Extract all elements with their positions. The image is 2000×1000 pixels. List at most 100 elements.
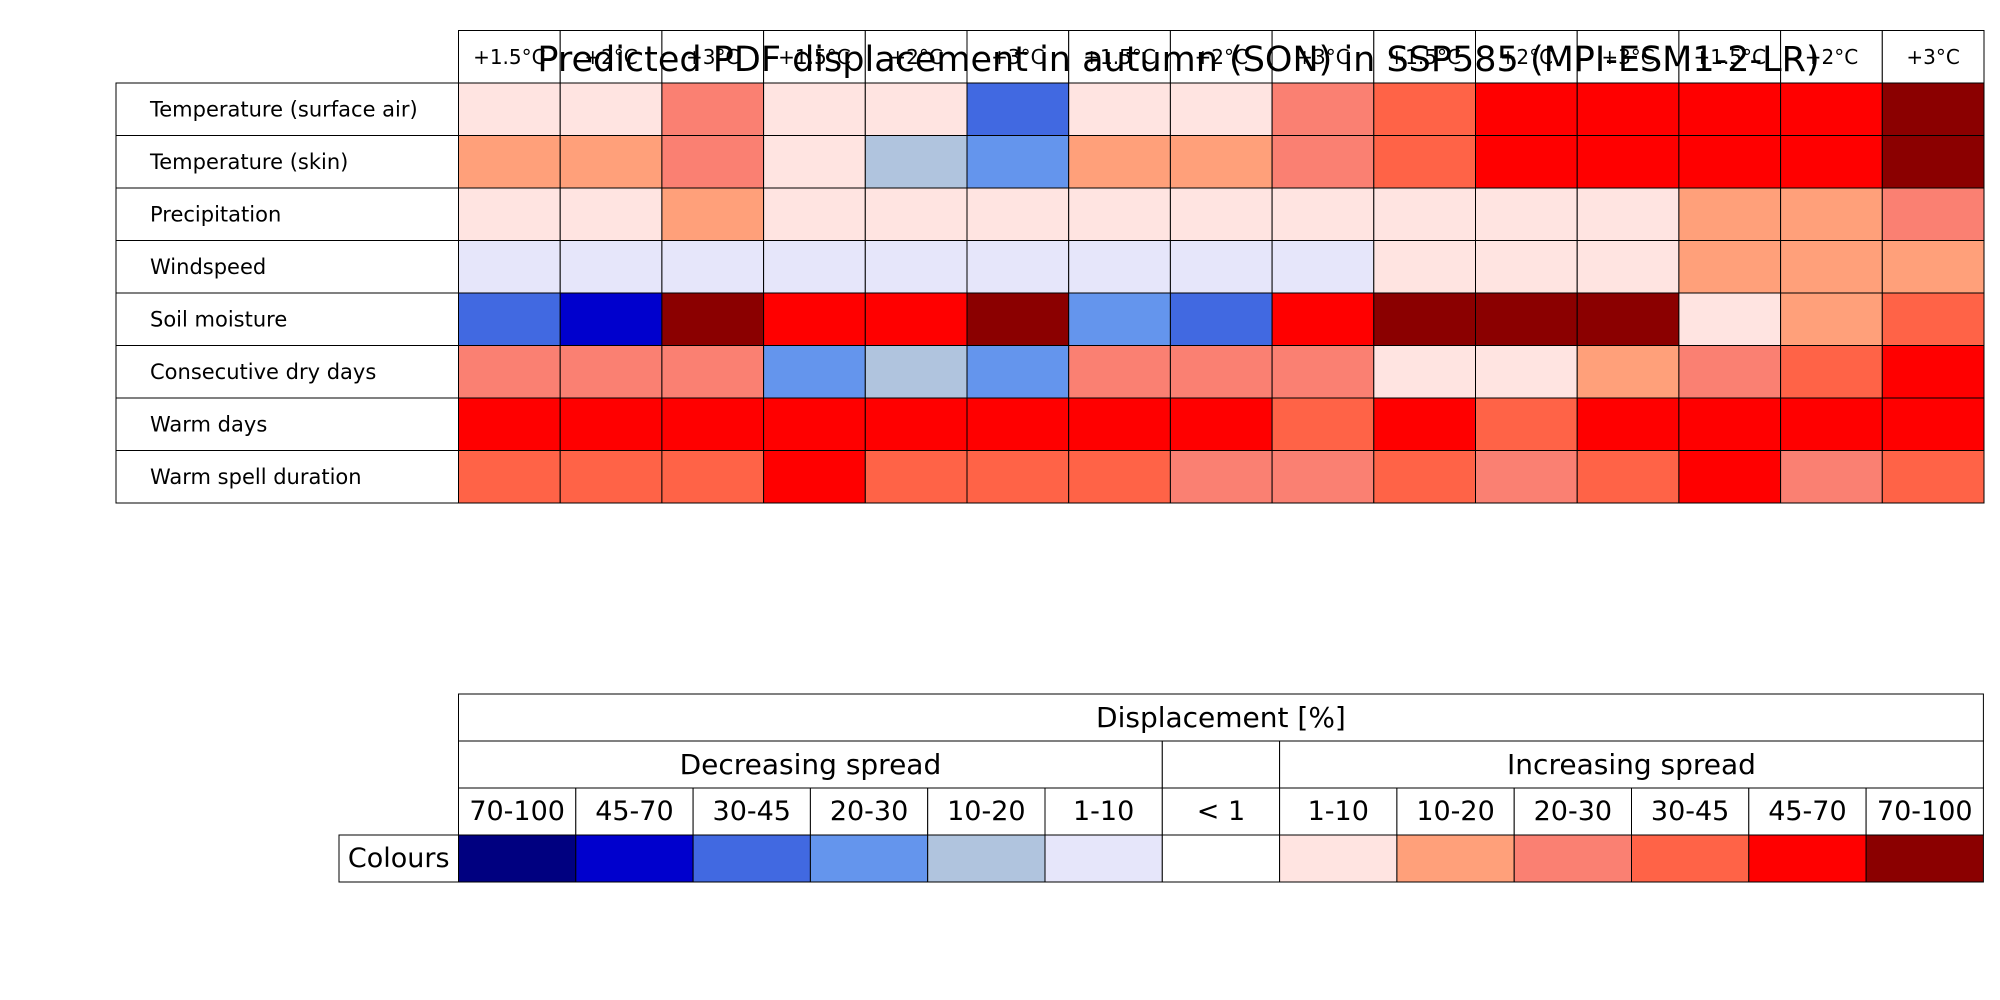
heatmap-cell (1576, 135, 1680, 189)
heatmap-cell (1373, 135, 1477, 189)
heatmap-cell (1780, 397, 1883, 451)
legend-range-cell (927, 787, 1046, 836)
column-header-label: +1.5°C (778, 45, 851, 69)
heatmap-cell (661, 345, 765, 399)
legend-range-label: 1-10 (1073, 796, 1134, 827)
heatmap-cell (1373, 292, 1477, 346)
legend-colour-swatch (1044, 834, 1163, 883)
column-header-label: +2°C (1195, 45, 1248, 69)
legend-colour-swatch (1631, 834, 1750, 883)
legend-range-cell (1161, 787, 1281, 836)
row-label-cell (115, 292, 459, 346)
heatmap-cell (1475, 450, 1578, 504)
column-header-cell (1576, 30, 1680, 84)
heatmap-cell (458, 292, 561, 346)
heatmap-cell (1780, 187, 1883, 241)
column-header-label: +2°C (889, 45, 942, 69)
column-header-label: +3°C (686, 45, 739, 69)
legend-range-label: 30-45 (713, 796, 791, 827)
heatmap-cell (1576, 187, 1680, 241)
heatmap-cell (1881, 397, 1985, 451)
heatmap-cell (1373, 397, 1477, 451)
heatmap-cell (1169, 450, 1273, 504)
legend-colour-swatch (692, 834, 811, 883)
legend-range-label: 1-10 (1308, 796, 1369, 827)
heatmap-cell (966, 450, 1070, 504)
heatmap-cell (1678, 82, 1782, 136)
heatmap-cell (1068, 450, 1171, 504)
heatmap-cell (458, 135, 561, 189)
column-header-label: +3°C (1906, 45, 1959, 69)
heatmap-cell (1576, 450, 1680, 504)
legend-range-label: 10-20 (1416, 796, 1494, 827)
heatmap-cell (458, 187, 561, 241)
legend-row-label-cell (338, 834, 459, 883)
column-header-cell (1068, 30, 1171, 84)
row-label-cell (115, 397, 459, 451)
heatmap-cell (1678, 345, 1782, 399)
column-header-label: +1.5°C (473, 45, 546, 69)
heatmap-cell (1271, 292, 1375, 346)
legend-range-cell (1513, 787, 1632, 836)
heatmap-cell (1678, 397, 1782, 451)
heatmap-cell (1271, 397, 1375, 451)
heatmap-cell (763, 240, 866, 294)
heatmap-cell (1068, 345, 1171, 399)
heatmap-cell (1576, 292, 1680, 346)
legend-range-cell (1279, 787, 1398, 836)
legend-range-cell (458, 787, 577, 836)
heatmap-cell (763, 135, 866, 189)
column-header-cell (1881, 30, 1985, 84)
legend-range-label: 70-100 (1877, 796, 1973, 827)
legend-range-cell (809, 787, 929, 836)
legend-range-label: 70-100 (469, 796, 565, 827)
row-label: Precipitation (150, 202, 281, 226)
heatmap-cell (559, 345, 663, 399)
heatmap-cell (966, 82, 1070, 136)
heatmap-cell (1881, 187, 1985, 241)
legend-colour-swatch (1161, 834, 1281, 883)
legend-range-label: 20-30 (830, 796, 908, 827)
column-header-cell (559, 30, 663, 84)
row-label: Soil moisture (150, 307, 287, 331)
heatmap-cell (763, 345, 866, 399)
heatmap-cell (1475, 82, 1578, 136)
heatmap-cell (1678, 292, 1782, 346)
column-header-cell (763, 30, 866, 84)
heatmap-cell (1068, 82, 1171, 136)
column-header-label: +3°C (1296, 45, 1349, 69)
heatmap-cell (1475, 345, 1578, 399)
heatmap-cell (1881, 450, 1985, 504)
heatmap-cell (1678, 450, 1782, 504)
column-header-label: +2°C (1500, 45, 1553, 69)
row-label-cell (115, 240, 459, 294)
row-label: Consecutive dry days (150, 360, 376, 384)
heatmap-cell (559, 397, 663, 451)
heatmap-cell (1881, 345, 1985, 399)
heatmap-cell (1780, 240, 1883, 294)
heatmap-cell (1271, 345, 1375, 399)
legend-range-label: 20-30 (1534, 796, 1612, 827)
heatmap-cell (458, 240, 561, 294)
legend-increasing-cell (1279, 740, 1984, 789)
row-label: Warm spell duration (150, 465, 362, 489)
column-header-cell (458, 30, 561, 84)
heatmap-cell (1576, 397, 1680, 451)
heatmap-cell (1271, 135, 1375, 189)
heatmap-cell (661, 135, 765, 189)
row-label-cell (115, 187, 459, 241)
heatmap-cell (1169, 187, 1273, 241)
legend-title-cell (458, 693, 1984, 742)
heatmap-cell (458, 450, 561, 504)
heatmap-cell (1169, 135, 1273, 189)
heatmap-cell (661, 292, 765, 346)
heatmap-cell (864, 82, 968, 136)
heatmap-cell (1475, 187, 1578, 241)
heatmap-cell (763, 187, 866, 241)
legend-increasing-label: Increasing spread (1507, 748, 1756, 781)
heatmap-cell (1271, 187, 1375, 241)
heatmap-cell (966, 397, 1070, 451)
heatmap-cell (966, 240, 1070, 294)
heatmap-cell (1780, 82, 1883, 136)
